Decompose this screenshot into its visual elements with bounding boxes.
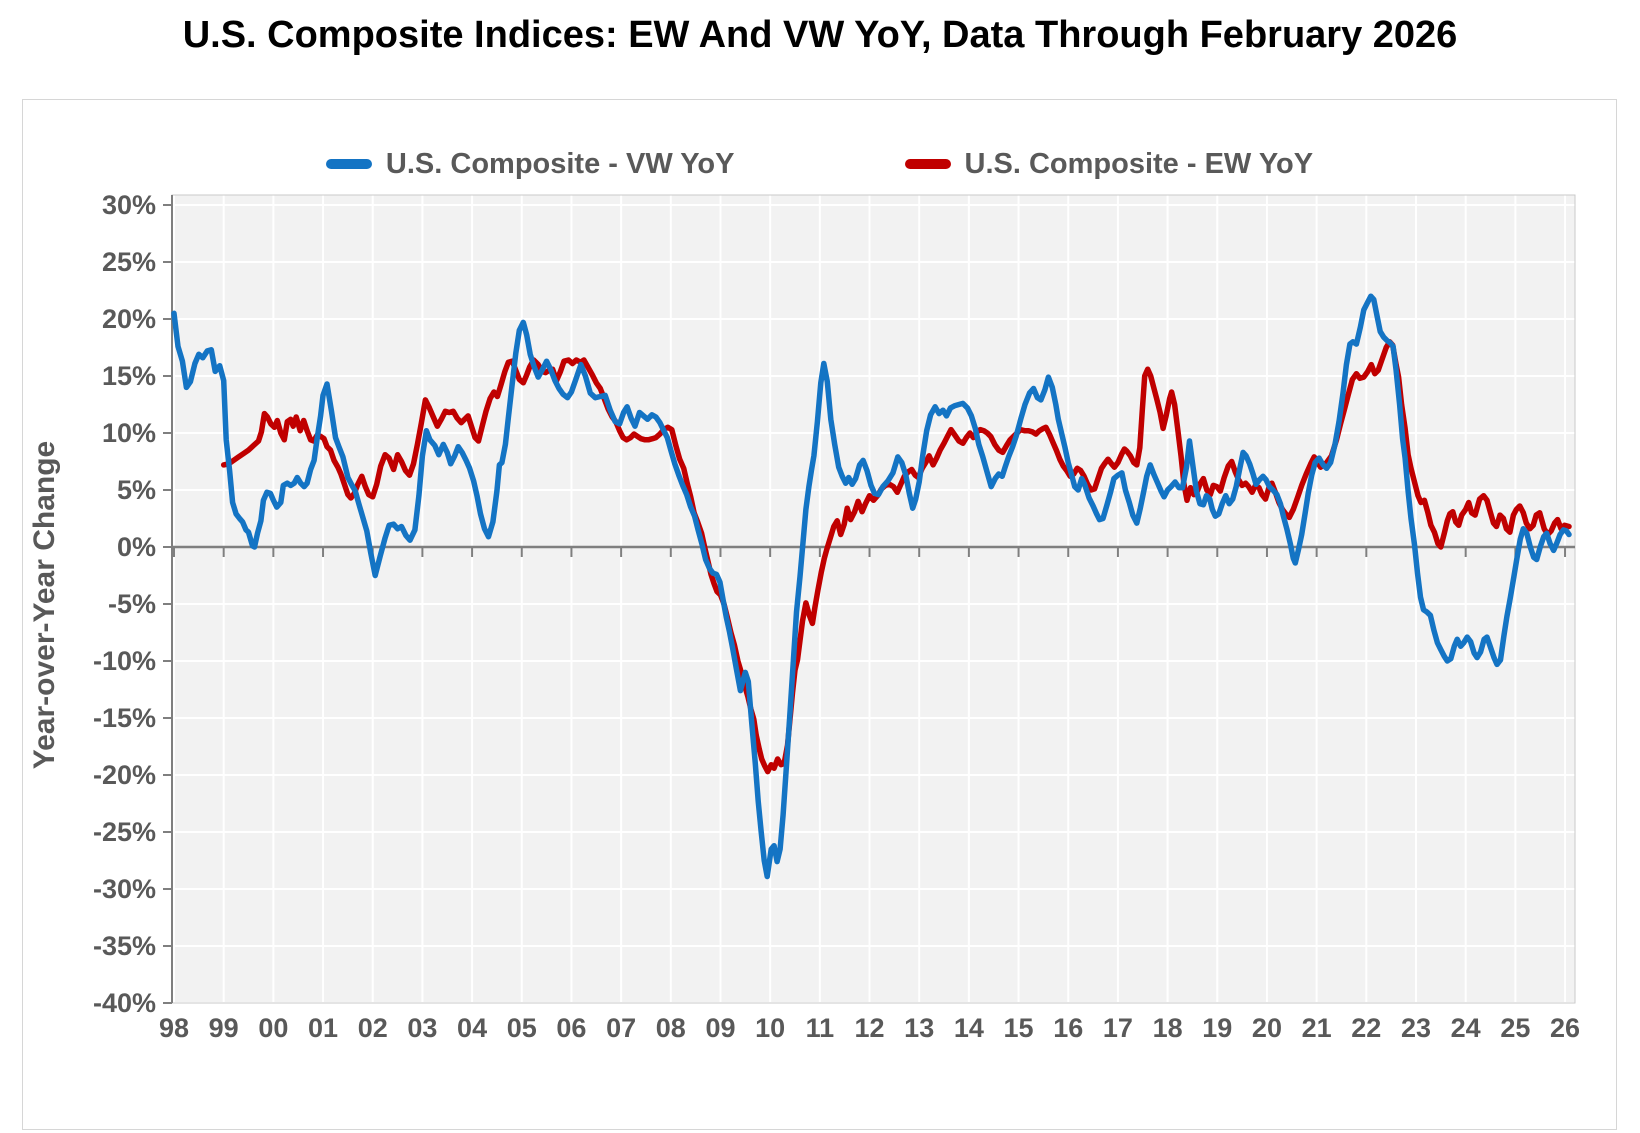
x-tick-label: 17 [1103,1013,1133,1043]
y-tick-label: 30% [102,190,156,220]
x-tick-label: 16 [1053,1013,1083,1043]
y-tick-label: -30% [93,874,156,904]
y-tick-label: -15% [93,703,156,733]
chart-title: U.S. Composite Indices: EW And VW YoY, D… [182,14,1458,56]
y-tick-label: 5% [117,475,156,505]
x-tick-label: 09 [705,1013,735,1043]
y-tick-labels: 30% 25% 20% 15% 10% 5% 0% -5% -10% -15% -20% -25% -3… [93,190,156,1018]
x-tick-label: 03 [407,1013,437,1043]
x-tick-label: 21 [1302,1013,1332,1043]
x-tick-label: 01 [308,1013,338,1043]
x-tick-label: 11 [806,1013,835,1043]
y-tick-label: -5% [108,589,156,619]
y-tick-label: 10% [102,418,156,448]
y-tick-label: -20% [93,760,156,790]
y-tick-label: -25% [93,817,156,847]
ew-yoy-line [220,339,1572,775]
y-tick-label: -40% [93,988,156,1018]
x-tick-label: 26 [1550,1013,1580,1043]
x-tick-label: 22 [1351,1013,1381,1043]
x-tick-label: 98 [159,1013,189,1043]
y-tick-label: 15% [102,361,156,391]
y-axis [163,195,173,1004]
y-tick-label: 25% [102,247,156,277]
x-tick-label: 19 [1202,1013,1232,1043]
legend-item-vw[interactable]: U.S. Composite - VW YoY [325,147,735,181]
chart-legend: U.S. Composite - VW YoY U.S. Composite -… [22,144,1617,184]
x-tick-label: 99 [209,1013,239,1043]
x-tick-labels: 98 99 00 01 02 03 04 05 06 07 08 09 10 11 12 13 14 15 16 17… [159,1013,1580,1043]
vw-yoy-line [171,293,1572,880]
x-tick-label: 24 [1451,1013,1481,1043]
x-tick-label: 02 [358,1013,388,1043]
y-tick-label: -10% [93,646,156,676]
x-tick-label: 13 [904,1013,934,1043]
x-tick-label: 12 [854,1013,884,1043]
legend-item-ew[interactable]: U.S. Composite - EW YoY [904,147,1314,181]
x-tick-label: 18 [1153,1013,1183,1043]
x-tick-label: 14 [954,1013,984,1043]
x-tick-label: 00 [258,1013,288,1043]
x-tick-label: 08 [656,1013,686,1043]
legend-label-vw: U.S. Composite - VW YoY [385,147,735,180]
x-tick-label: 23 [1401,1013,1431,1043]
y-tick-label: -35% [93,931,156,961]
x-tick-label: 20 [1252,1013,1282,1043]
x-tick-label: 06 [556,1013,586,1043]
x-tick-label: 15 [1004,1013,1034,1043]
y-tick-label: 20% [102,304,156,334]
x-tick-label: 04 [457,1013,487,1043]
x-tick-label: 25 [1500,1013,1530,1043]
x-tick-label: 10 [755,1013,785,1043]
y-tick-label: 0% [117,532,156,562]
plot-area [172,195,1575,1003]
x-tick-label: 07 [606,1013,636,1043]
legend-label-ew: U.S. Composite - EW YoY [964,147,1314,180]
vw-series-swatch-icon [325,159,372,169]
x-tick-label: 05 [507,1013,537,1043]
ew-series-swatch-icon [904,159,951,169]
